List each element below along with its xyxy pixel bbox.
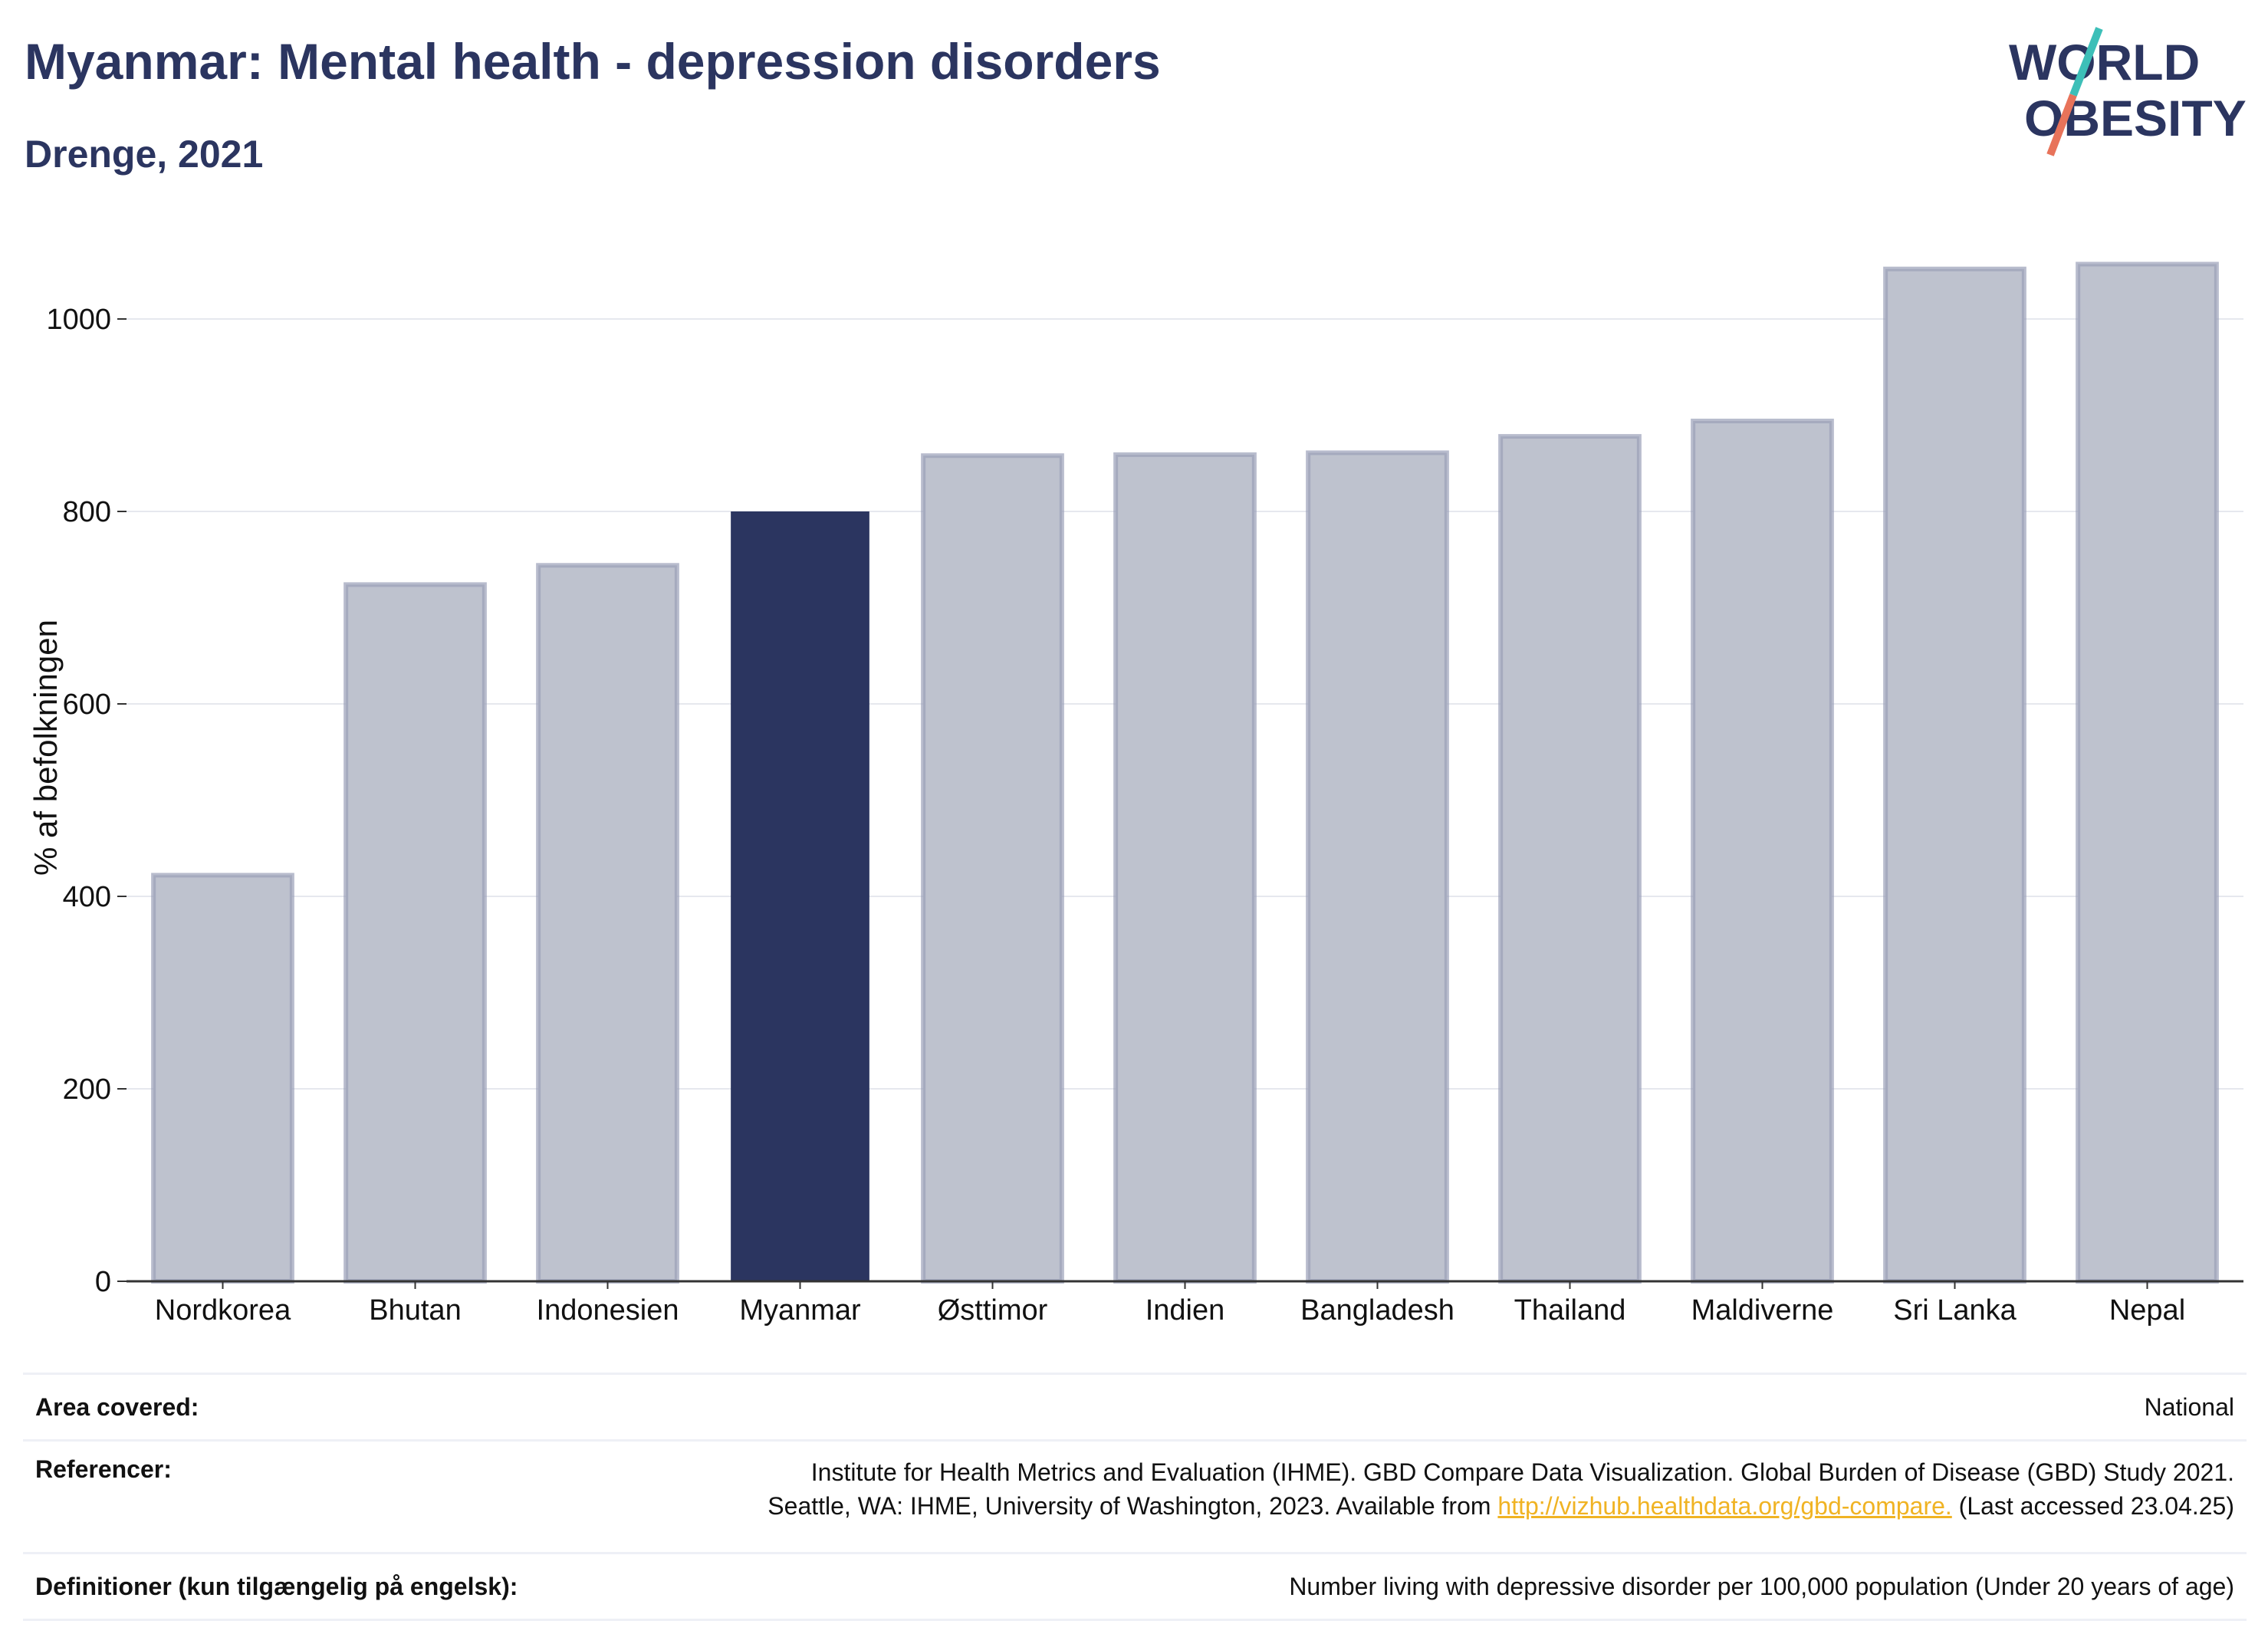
meta-row-references: Referencer: Institute for Health Metrics… <box>23 1440 2247 1554</box>
references-line2-post: (Last accessed 23.04.25) <box>1951 1492 2234 1520</box>
references-line2: Seattle, WA: IHME, University of Washing… <box>580 1489 2234 1523</box>
x-tick-label: Østtimor <box>938 1294 1048 1327</box>
y-tick-label: 1000 <box>46 304 111 336</box>
definitions-value: Number living with depressive disorder p… <box>580 1553 2247 1621</box>
y-tick-label: 200 <box>63 1073 111 1106</box>
meta-row-area: Area covered: National <box>23 1373 2247 1442</box>
definitions-label: Definitioner (kun tilgængelig på engelsk… <box>23 1553 581 1621</box>
x-tick-label: Indien <box>1146 1294 1225 1327</box>
bar-thailand <box>1498 434 1642 1284</box>
bar-nepal <box>2076 261 2219 1284</box>
y-tick-label: 600 <box>63 689 111 721</box>
x-tick-label: Myanmar <box>739 1294 861 1327</box>
y-axis-label: % af befolkningen <box>28 620 64 876</box>
bar-myanmar <box>731 511 869 1281</box>
logo-accent-coral <box>2046 94 2077 156</box>
logo-accent-teal <box>2069 27 2103 97</box>
bar-indien <box>1113 452 1257 1284</box>
bar-indonesien <box>536 563 679 1284</box>
bar-bhutan <box>343 582 487 1284</box>
logo-line1: WORLD <box>2009 34 2200 90</box>
bar-bangladesh <box>1306 450 1449 1284</box>
x-tick-label: Maldiverne <box>1691 1294 1834 1327</box>
metadata-table: Area covered: National Referencer: Insti… <box>23 1373 2247 1621</box>
x-axis-ticks: Nordkorea Bhutan Indonesien Myanmar Østtimor… <box>155 1281 2185 1327</box>
references-line1: Institute for Health Metrics and Evaluat… <box>810 1458 2234 1486</box>
bars <box>151 261 2219 1284</box>
references-label: Referencer: <box>23 1440 581 1554</box>
bar-maldiverne <box>1691 419 1834 1284</box>
chart-subtitle: Drenge, 2021 <box>25 133 264 176</box>
references-line2-pre: Seattle, WA: IHME, University of Washing… <box>768 1492 1498 1520</box>
bar--sttimor <box>921 453 1064 1284</box>
x-tick-label: Nepal <box>2109 1294 2185 1327</box>
y-tick-label: 800 <box>63 496 111 528</box>
area-label: Area covered: <box>23 1373 581 1442</box>
chart-title: Myanmar: Mental health - depression diso… <box>25 33 1161 90</box>
y-tick-label: 400 <box>63 881 111 913</box>
x-tick-label: Bangladesh <box>1300 1294 1454 1327</box>
bar-chart: 0 200 400 600 800 1000 Nordkorea Bhutan Indones… <box>28 261 2243 1327</box>
bar-sri-lanka <box>1883 266 2026 1284</box>
x-tick-label: Bhutan <box>369 1294 461 1327</box>
world-obesity-logo: WORLD OBESITY <box>2009 27 2247 156</box>
y-axis-ticks: 0 200 400 600 800 1000 <box>46 304 127 1298</box>
references-link[interactable]: http://vizhub.healthdata.org/gbd-compare… <box>1497 1492 1952 1520</box>
x-tick-label: Sri Lanka <box>1893 1294 2017 1327</box>
area-value: National <box>580 1373 2247 1442</box>
references-value: Institute for Health Metrics and Evaluat… <box>580 1440 2247 1554</box>
meta-row-definitions: Definitioner (kun tilgængelig på engelsk… <box>23 1553 2247 1621</box>
x-tick-label: Indonesien <box>537 1294 679 1327</box>
x-tick-label: Thailand <box>1514 1294 1626 1327</box>
bar-nordkorea <box>151 873 294 1284</box>
x-tick-label: Nordkorea <box>155 1294 291 1327</box>
y-tick-label: 0 <box>95 1266 111 1298</box>
